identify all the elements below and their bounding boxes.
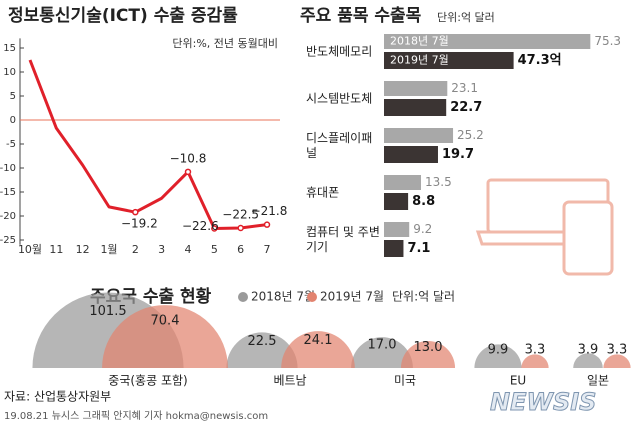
category-label: 반도체메모리 bbox=[306, 44, 373, 59]
x-tick-label: 12 bbox=[76, 243, 90, 256]
legend-label: 2019년 7월 bbox=[390, 54, 449, 67]
value-label: 3.3 bbox=[607, 343, 628, 358]
line-series bbox=[28, 59, 268, 230]
line-title: 정보통신기술(ICT) 수출 증감률 bbox=[8, 6, 238, 26]
legend-label: 2018년 7월 bbox=[390, 35, 449, 48]
legend-swatch bbox=[238, 292, 248, 302]
bubble-subtitle: 단위:억 달러 bbox=[392, 290, 455, 304]
legend-swatch bbox=[307, 292, 317, 302]
point bbox=[211, 225, 218, 232]
value-label: 101.5 bbox=[89, 304, 126, 319]
value-label: 24.1 bbox=[304, 333, 333, 348]
bar bbox=[384, 146, 438, 163]
bar bbox=[384, 222, 410, 237]
semicircle bbox=[281, 331, 355, 368]
bar-subtitle: 단위:억 달러 bbox=[437, 11, 495, 24]
value-label: −22.5 bbox=[222, 208, 259, 222]
x-tick-label: 6 bbox=[237, 243, 244, 256]
bar bbox=[384, 240, 404, 257]
semicircle bbox=[351, 337, 413, 368]
y-tick-label: -20 bbox=[0, 211, 16, 222]
category-label: 시스템반도체 bbox=[306, 91, 373, 106]
category-label: EU bbox=[510, 374, 526, 388]
value-label: 7.1 bbox=[407, 241, 430, 256]
semicircle bbox=[226, 332, 298, 368]
semicircle bbox=[521, 354, 549, 368]
bar bbox=[384, 99, 447, 116]
bar bbox=[384, 81, 448, 96]
value-label: 13.0 bbox=[414, 340, 443, 355]
y-tick-label: -5 bbox=[6, 139, 16, 150]
semicircle bbox=[400, 340, 456, 368]
value-label: 3.9 bbox=[578, 343, 599, 358]
bar bbox=[384, 175, 421, 190]
credit: 19.08.21 뉴시스 그래픽 안지혜 기자 hokma@newsis.com bbox=[4, 410, 268, 422]
y-tick-label: 15 bbox=[3, 43, 16, 54]
value-label: 23.1 bbox=[451, 81, 478, 95]
bar bbox=[384, 34, 591, 49]
semicircle bbox=[474, 344, 522, 368]
line-subtitle: 단위:%, 전년 동월대비 bbox=[172, 37, 278, 50]
value-label: 13.5 bbox=[425, 175, 452, 189]
value-label: 75.3 bbox=[594, 34, 621, 48]
x-tick-label: 10월 bbox=[18, 243, 42, 256]
x-tick-label: 4 bbox=[185, 243, 192, 256]
legend-label: 2019년 7월 bbox=[320, 290, 384, 304]
bar bbox=[384, 52, 514, 69]
value-label: 70.4 bbox=[151, 313, 180, 328]
value-label: 9.2 bbox=[413, 222, 432, 236]
semicircle bbox=[573, 353, 603, 368]
value-label: −21.8 bbox=[251, 204, 288, 218]
x-tick-label: 2 bbox=[132, 243, 139, 256]
semicircle bbox=[102, 305, 228, 368]
point bbox=[237, 224, 244, 232]
value-label: 3.3 bbox=[525, 343, 546, 358]
category-label: 컴퓨터 및 주변기기 bbox=[306, 225, 380, 254]
value-label: 22.7 bbox=[450, 100, 482, 115]
y-tick-label: -15 bbox=[0, 187, 16, 198]
value-label: 8.8 bbox=[412, 194, 435, 209]
y-tick-label: -25 bbox=[0, 235, 16, 246]
y-tick-label: 5 bbox=[10, 91, 16, 102]
bar-title: 주요 품목 수출목 bbox=[300, 6, 422, 26]
category-label: 중국(홍콩 포함) bbox=[108, 374, 187, 388]
bar bbox=[384, 128, 454, 143]
point bbox=[184, 168, 192, 176]
logo: NEWSIS bbox=[490, 388, 596, 416]
value-label: 22.5 bbox=[248, 334, 277, 349]
category-label: 베트남 bbox=[273, 374, 306, 388]
value-label: 19.7 bbox=[442, 147, 474, 162]
x-tick-label: 5 bbox=[211, 243, 218, 256]
y-tick-label: 0 bbox=[10, 115, 16, 126]
value-label: 25.2 bbox=[457, 128, 484, 142]
semicircle bbox=[603, 354, 631, 368]
device-illustration bbox=[475, 178, 614, 276]
value-label: −22.6 bbox=[182, 219, 219, 233]
category-label: 일본 bbox=[587, 374, 609, 388]
value-label: 47.3억 bbox=[518, 53, 562, 68]
legend-label: 2018년 7월 bbox=[251, 290, 315, 304]
x-tick-label: 3 bbox=[158, 243, 165, 256]
category-label: 미국 bbox=[394, 374, 416, 388]
point bbox=[132, 208, 139, 216]
x-tick-label: 1월 bbox=[100, 243, 117, 256]
source: 자료: 산업통상자원부 bbox=[4, 390, 111, 404]
y-tick-label: -10 bbox=[0, 163, 16, 174]
value-label: −10.8 bbox=[170, 151, 207, 165]
value-label: 17.0 bbox=[368, 337, 397, 352]
x-tick-label: 7 bbox=[264, 243, 271, 256]
category-label: 디스플레이패널 bbox=[306, 131, 373, 160]
bar bbox=[384, 193, 409, 210]
value-label: −19.2 bbox=[121, 217, 158, 231]
category-label: 휴대폰 bbox=[306, 185, 340, 200]
x-tick-label: 11 bbox=[49, 243, 63, 256]
point bbox=[263, 221, 271, 228]
value-label: 9.9 bbox=[488, 343, 509, 358]
y-tick-label: 10 bbox=[3, 67, 16, 78]
